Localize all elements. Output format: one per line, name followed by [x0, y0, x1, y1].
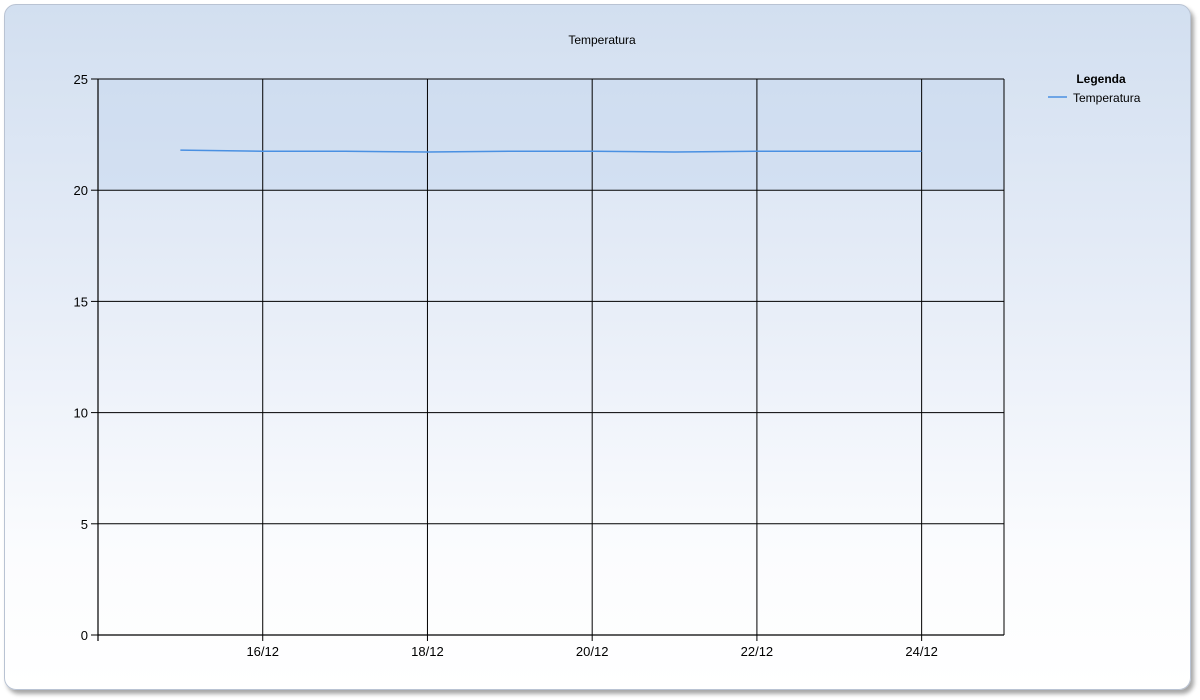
plot-band-top	[98, 79, 1004, 191]
series-line-temperatura	[180, 149, 922, 153]
x-tick-label: 24/12	[905, 644, 938, 659]
y-tick-label: 25	[74, 72, 88, 87]
legend: Legenda Temperatura	[1048, 72, 1141, 105]
chart-title: Temperatura	[568, 33, 636, 47]
y-tick-label: 5	[81, 517, 88, 532]
y-tick-label: 0	[81, 628, 88, 643]
x-tick-label: 18/12	[411, 644, 444, 659]
legend-entry-temperatura: Temperatura	[1073, 91, 1141, 105]
chart-container: Temperatura 0 5 10 15 20 25 16/12 18/12 20/12 22/…	[4, 4, 1191, 690]
plot-layer: 0 5 10 15 20 25 16/12 18/12 20/12 22/12 24/12	[74, 72, 1005, 659]
x-tick-label: 22/12	[741, 644, 774, 659]
legend-title: Legenda	[1076, 72, 1126, 86]
chart: Temperatura 0 5 10 15 20 25 16/12 18/12 20/12 22/…	[74, 33, 1141, 659]
x-tick-label: 20/12	[576, 644, 609, 659]
x-tick-label: 16/12	[246, 644, 279, 659]
y-tick-label: 15	[74, 294, 88, 309]
y-tick-label: 10	[74, 406, 88, 421]
y-tick-label: 20	[74, 183, 88, 198]
